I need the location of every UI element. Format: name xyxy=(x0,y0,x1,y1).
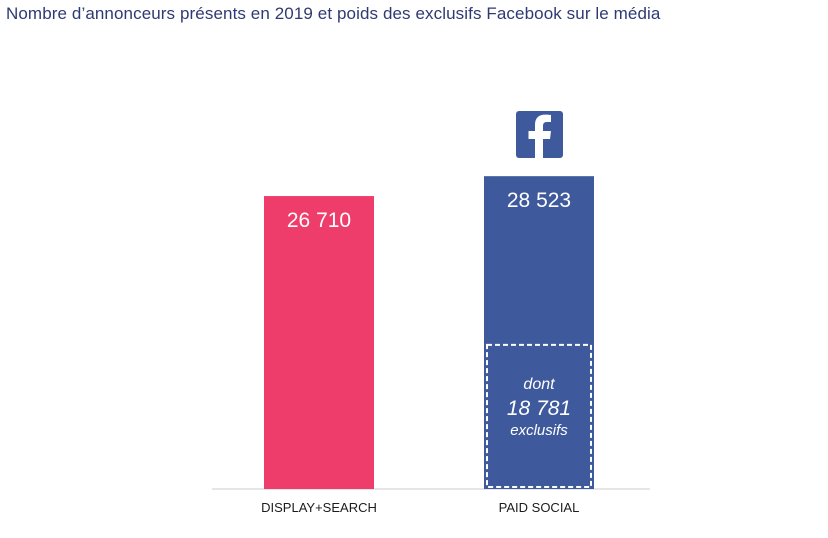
facebook-logo-icon xyxy=(516,111,563,158)
bar-display-search xyxy=(264,196,374,489)
exclusive-annotation: dont 18 781 exclusifs xyxy=(486,343,592,488)
exclusive-text-value: 18 781 xyxy=(507,397,571,420)
chart-title: Nombre d’annonceurs présents en 2019 et … xyxy=(6,4,661,23)
category-label-paid-social: PAID SOCIAL xyxy=(499,500,580,515)
exclusive-text-exclusifs: exclusifs xyxy=(510,422,568,439)
bar-value-paid-social: 28 523 xyxy=(507,189,571,212)
bar-value-display-search: 26 710 xyxy=(287,209,351,232)
category-label-display-search: DISPLAY+SEARCH xyxy=(261,500,377,515)
exclusive-dashed-box xyxy=(486,343,592,488)
bar-paid-social xyxy=(484,176,594,489)
exclusive-text-dont: dont xyxy=(523,376,555,393)
